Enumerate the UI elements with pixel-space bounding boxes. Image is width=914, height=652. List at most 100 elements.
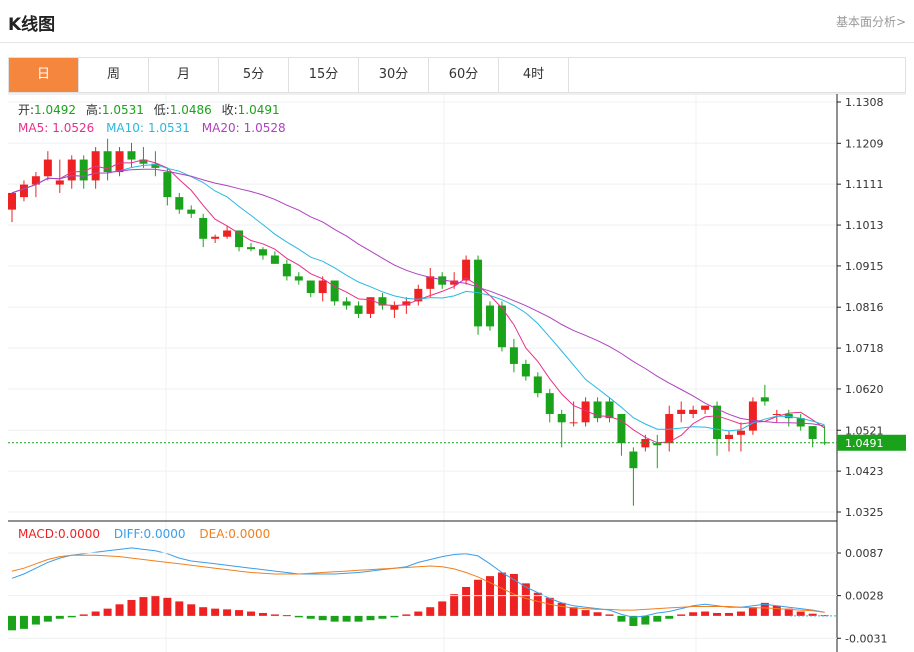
candle-body <box>653 443 662 446</box>
candle-body <box>557 413 566 423</box>
candle-body <box>593 401 602 419</box>
candle <box>605 397 614 423</box>
candle <box>462 255 471 285</box>
candle-body <box>462 259 471 281</box>
candle <box>713 401 722 456</box>
price-tick-label: 1.0325 <box>845 506 884 519</box>
candle <box>521 359 530 381</box>
candle <box>8 192 16 223</box>
price-tick-label: 1.0620 <box>845 383 884 396</box>
candle-body <box>223 230 232 237</box>
candle-body <box>438 276 447 285</box>
macd-bar <box>79 614 88 616</box>
macd-bar <box>689 612 698 616</box>
macd-bar <box>450 594 459 616</box>
tab-5min[interactable]: 5分 <box>219 58 289 92</box>
macd-bar <box>497 572 506 616</box>
candle-body <box>760 397 769 402</box>
candle <box>175 192 184 214</box>
candle <box>545 388 554 423</box>
candle <box>533 372 542 398</box>
candle-body <box>605 401 614 419</box>
candle <box>247 242 255 252</box>
candle-body <box>199 217 208 239</box>
candle-body <box>509 347 518 364</box>
candle <box>187 205 196 218</box>
candle <box>127 142 136 168</box>
open-value: 1.0492 <box>34 103 76 117</box>
ma-legend: MA5: 1.0526 MA10: 1.0531 MA20: 1.0528 <box>18 121 286 135</box>
macd-bar <box>55 615 64 619</box>
ohlc-legend: 开:1.0492 高:1.0531 低:1.0486 收:1.0491 <box>18 102 280 117</box>
macd-bar <box>677 614 686 616</box>
macd-bar <box>414 611 423 616</box>
candle-body <box>282 263 291 277</box>
candle <box>318 276 327 302</box>
price-tick-label: 1.1013 <box>845 219 884 232</box>
macd-bar <box>772 605 781 616</box>
macd-bar <box>151 595 160 616</box>
candle-body <box>330 280 339 302</box>
macd-bar <box>294 615 303 618</box>
candle <box>426 268 435 298</box>
candle <box>103 138 112 181</box>
macd-bar <box>282 615 291 617</box>
candle-body <box>163 172 172 198</box>
tab-weekly[interactable]: 周 <box>79 58 149 92</box>
candle-body <box>486 305 494 327</box>
candle <box>223 226 232 239</box>
candle <box>796 413 805 431</box>
price-tick-label: 1.0816 <box>845 301 884 314</box>
macd-bar <box>258 612 267 616</box>
price-tick-label: 1.0423 <box>845 465 884 478</box>
macd-bar <box>175 601 184 616</box>
candle <box>509 338 518 373</box>
candle <box>366 297 375 319</box>
macd-tick-label: 0.0028 <box>845 590 884 603</box>
tab-4hour[interactable]: 4时 <box>499 58 569 92</box>
tab-daily[interactable]: 日 <box>9 58 79 92</box>
candle-body <box>354 305 363 314</box>
candle <box>270 251 279 264</box>
ma5-value: 1.0526 <box>52 121 94 135</box>
candle-body <box>55 180 64 185</box>
candle-body <box>187 209 196 214</box>
candle <box>808 426 817 448</box>
candle <box>689 405 698 419</box>
price-tick-label: 1.1209 <box>845 137 884 150</box>
candle-body <box>617 413 626 444</box>
candle <box>330 280 339 306</box>
macd-tick-label: 0.0087 <box>845 547 884 560</box>
tab-15min[interactable]: 15分 <box>289 58 359 92</box>
macd-bar <box>211 608 220 616</box>
candle-body <box>414 288 423 302</box>
candle <box>354 301 363 319</box>
tab-60min[interactable]: 60分 <box>429 58 499 92</box>
candle-body <box>8 192 16 210</box>
candle-body <box>497 305 506 348</box>
tab-30min[interactable]: 30分 <box>359 58 429 92</box>
macd-bar <box>187 604 196 616</box>
macd-bar <box>247 611 255 616</box>
candle-body <box>258 249 267 256</box>
fundamental-analysis-link[interactable]: 基本面分析> <box>835 15 906 29</box>
macd-bar <box>760 602 769 616</box>
ma10-value: 1.0531 <box>148 121 190 135</box>
macd-bar <box>402 614 411 616</box>
macd-tick-label: -0.0031 <box>845 632 887 645</box>
candle <box>653 434 662 469</box>
candle <box>557 409 566 448</box>
candle-body <box>689 409 698 414</box>
candle <box>294 272 303 285</box>
candle <box>581 397 590 427</box>
candle-body <box>533 376 542 394</box>
macd-bar <box>581 610 590 616</box>
candle-body <box>19 184 28 198</box>
candle <box>199 213 208 248</box>
candle-body <box>665 413 674 444</box>
tab-monthly[interactable]: 月 <box>149 58 219 92</box>
candle <box>378 293 387 310</box>
candle <box>151 151 160 177</box>
candle <box>629 447 638 506</box>
